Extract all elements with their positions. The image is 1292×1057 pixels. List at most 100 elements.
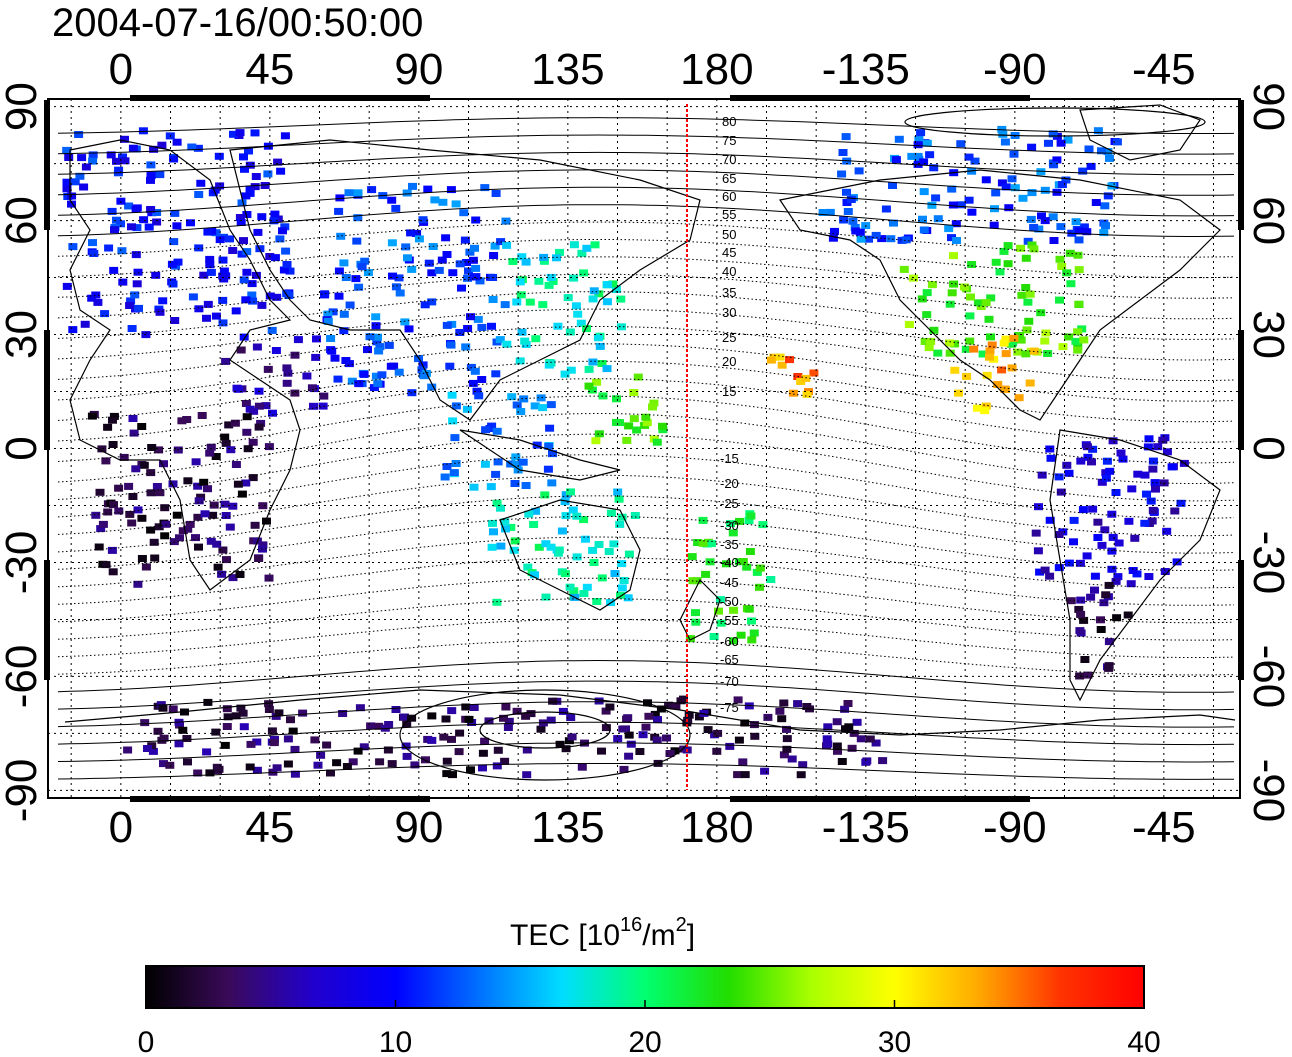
tec-cell xyxy=(510,537,520,545)
tec-cell xyxy=(140,719,150,727)
tec-cell xyxy=(469,273,479,281)
tec-cell xyxy=(664,701,674,709)
tec-cell xyxy=(320,290,330,298)
tec-cell xyxy=(1124,517,1134,525)
tec-cell xyxy=(962,372,972,380)
tec-cell xyxy=(540,491,550,499)
tec-cell xyxy=(442,321,452,329)
tec-cell xyxy=(787,755,797,763)
tec-cell xyxy=(1144,573,1154,580)
tec-cell xyxy=(507,393,517,401)
tec-cell xyxy=(1146,497,1156,505)
tec-cell xyxy=(889,219,898,227)
tec-cell xyxy=(894,135,904,143)
tec-cell xyxy=(173,258,183,266)
tec-cell xyxy=(88,151,98,159)
tec-cell xyxy=(394,368,404,376)
tec-cell xyxy=(213,563,223,571)
tec-cell xyxy=(959,283,969,291)
tec-cell xyxy=(457,284,466,292)
tec-cell xyxy=(1087,458,1096,466)
tec-cell xyxy=(150,554,160,562)
magnetic-contour xyxy=(57,680,1235,711)
tec-cell xyxy=(1001,335,1011,343)
tec-cell xyxy=(512,298,522,306)
tec-cell xyxy=(387,239,397,247)
tec-cell xyxy=(856,735,866,743)
tec-cell xyxy=(339,327,349,335)
tec-cell xyxy=(199,271,209,279)
lon-label-top: -45 xyxy=(1132,45,1196,94)
tec-cell xyxy=(235,571,245,578)
tec-cell xyxy=(779,699,789,707)
tec-cell xyxy=(496,504,505,512)
tec-cell xyxy=(652,438,662,446)
map-panel: 80 75 70 65 60 55 50 45 40 35 30 25 20 15 -15 -20 -25 -30… xyxy=(44,95,1244,802)
tec-cell xyxy=(629,389,639,396)
tec-cell xyxy=(617,513,627,521)
tec-cell xyxy=(722,560,731,568)
contour-label: -20 xyxy=(720,476,739,491)
tec-cell xyxy=(1040,186,1050,194)
tec-cell xyxy=(338,710,348,717)
tec-cell xyxy=(1057,181,1067,188)
tec-cell xyxy=(1056,223,1066,231)
tec-cell xyxy=(447,707,457,715)
tec-cell xyxy=(597,747,606,755)
tec-cell xyxy=(684,711,694,719)
tec-cell xyxy=(1013,348,1023,356)
tec-cell xyxy=(139,461,149,469)
tec-cell xyxy=(177,417,187,425)
tec-cell xyxy=(1088,505,1098,513)
tec-cell xyxy=(187,143,197,151)
tec-cell xyxy=(107,207,117,215)
tec-cell xyxy=(367,186,377,194)
tec-cell xyxy=(779,751,789,759)
tec-cell xyxy=(758,521,768,529)
tec-cell xyxy=(947,289,957,297)
tec-cell xyxy=(842,188,851,196)
tec-cell xyxy=(1082,443,1092,451)
tec-cell xyxy=(658,422,667,430)
tec-cell xyxy=(1130,534,1140,542)
tec-cell xyxy=(68,326,78,334)
tec-cell xyxy=(830,227,839,235)
tec-cell xyxy=(888,182,897,189)
tec-cell xyxy=(160,504,170,512)
tec-cell xyxy=(886,235,896,243)
tec-cell xyxy=(103,508,113,516)
tec-cell xyxy=(446,341,456,349)
tec-cell xyxy=(1035,568,1045,576)
tec-cell xyxy=(949,280,959,288)
tec-cell xyxy=(823,723,833,731)
tec-cell xyxy=(725,742,735,750)
tec-cell xyxy=(447,391,457,399)
contour-label: 50 xyxy=(722,227,736,242)
tec-cell xyxy=(222,705,232,713)
colorbar-tick-label: 20 xyxy=(628,1026,661,1057)
tec-cell xyxy=(597,360,607,367)
tec-cell xyxy=(202,314,211,322)
tec-cell xyxy=(417,366,427,374)
lon-label-top: 90 xyxy=(394,45,443,94)
tec-cell xyxy=(283,369,293,377)
tec-cell xyxy=(230,419,240,427)
tec-cell xyxy=(319,392,329,400)
tec-cell xyxy=(363,269,373,277)
tec-cell xyxy=(1107,565,1117,573)
tec-cell xyxy=(133,268,143,276)
tec-cell xyxy=(399,713,409,721)
tec-cell xyxy=(253,228,263,236)
tec-cell xyxy=(386,362,396,370)
tec-cell xyxy=(914,155,924,163)
magnetic-contour xyxy=(57,204,1235,237)
tec-cell xyxy=(566,366,576,374)
tec-cell xyxy=(1114,539,1124,547)
tec-cell xyxy=(372,338,382,346)
tec-cell xyxy=(148,747,158,755)
tec-cell xyxy=(375,343,385,351)
tec-cell xyxy=(418,216,428,224)
tec-cell xyxy=(238,709,248,717)
tec-cell xyxy=(536,725,546,733)
tec-cell xyxy=(1027,143,1037,151)
